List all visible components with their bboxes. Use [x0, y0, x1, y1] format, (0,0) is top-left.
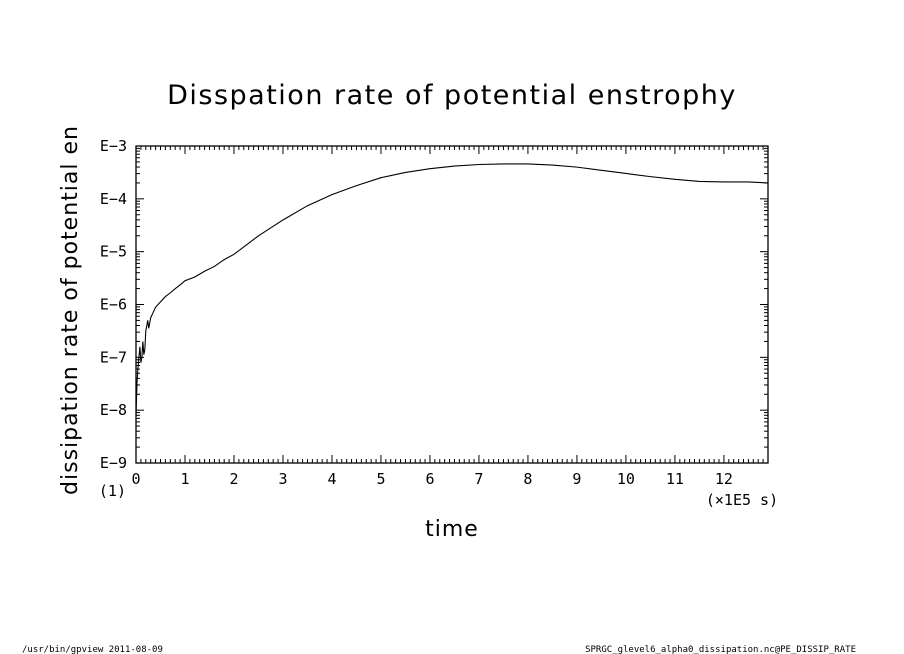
- x-tick-label: 9: [572, 470, 581, 488]
- chart-title: Disspation rate of potential enstrophy: [167, 80, 737, 111]
- x-tick-label: 4: [327, 470, 336, 488]
- y-tick-label: E−5: [100, 243, 127, 261]
- x-tick-label: 8: [523, 470, 532, 488]
- x-tick-label: 10: [617, 470, 635, 488]
- x-tick-label: 6: [425, 470, 434, 488]
- series-line: [135, 163, 769, 416]
- x-tick-label: 5: [376, 470, 385, 488]
- x-tick-label: 7: [474, 470, 483, 488]
- axis-ticks: [135, 146, 769, 464]
- plot-frame: [135, 145, 769, 464]
- footer-left: /usr/bin/gpview 2011-08-09: [22, 645, 163, 654]
- y-tick-label: E−9: [100, 454, 127, 472]
- y-tick-label: E−3: [100, 137, 127, 155]
- x-tick-labels: 0 1 2 3 4 5 6 7 8 9 10 11 12: [131, 470, 732, 488]
- y-tick-label: E−7: [100, 348, 127, 366]
- y-tick-label: E−4: [100, 190, 127, 208]
- x-axis-label: time: [425, 517, 479, 542]
- footer-right: SPRGC_glevel6_alpha0_dissipation.nc@PE_D…: [585, 645, 856, 654]
- x-unit-label: (×1E5 s): [706, 491, 778, 509]
- y-tick-label: E−6: [100, 296, 127, 314]
- x-tick-label: 0: [131, 470, 140, 488]
- x-tick-label: 3: [278, 470, 287, 488]
- x-tick-label: 2: [229, 470, 238, 488]
- x-tick-label: 12: [715, 470, 733, 488]
- y-tick-labels: E−9 E−8 E−7 E−6 E−5 E−4 E−3: [100, 137, 127, 472]
- x-tick-label: 11: [666, 470, 684, 488]
- y-axis-label: dissipation rate of potential en: [58, 125, 83, 495]
- y-unit-label: (1): [99, 482, 126, 500]
- x-tick-label: 1: [180, 470, 189, 488]
- y-tick-label: E−8: [100, 401, 127, 419]
